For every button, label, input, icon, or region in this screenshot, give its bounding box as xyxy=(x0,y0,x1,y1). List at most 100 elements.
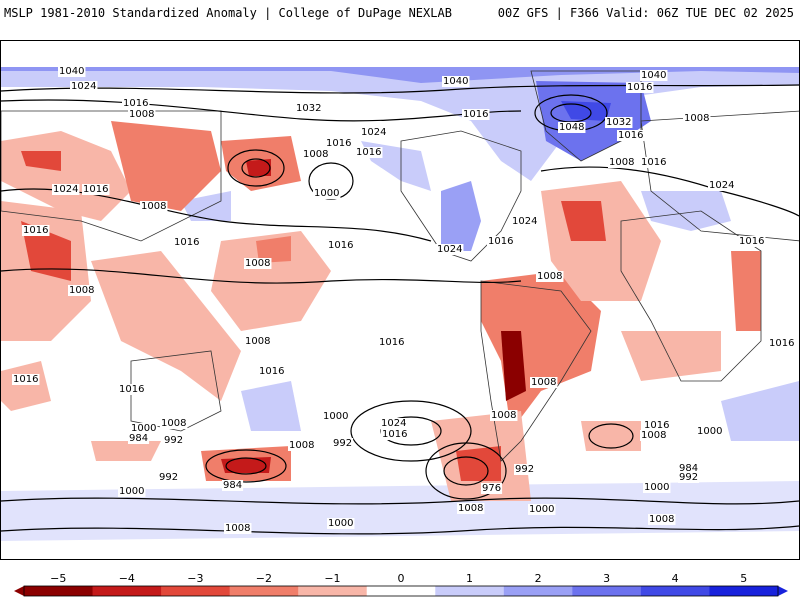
indian-ocean-positive xyxy=(721,381,799,441)
contour-label-bg xyxy=(128,433,150,444)
contour-label: 1008 xyxy=(537,271,562,282)
contour-label: 1016 xyxy=(23,225,48,236)
contour-label: 984 xyxy=(679,463,698,474)
contour-label: 1016 xyxy=(356,147,381,158)
east-africa-negative xyxy=(731,251,761,331)
south-america-outline xyxy=(480,280,592,462)
contour-label: 1024 xyxy=(71,81,96,92)
contour-label: 1008 xyxy=(531,377,556,388)
contour-label: 1000 xyxy=(529,504,554,515)
contour-label: 1000 xyxy=(323,411,348,422)
contour-label-bg xyxy=(708,180,736,191)
contour-label-bg xyxy=(322,411,350,422)
southern-ocean-positive xyxy=(1,481,799,541)
contour-label: 1016 xyxy=(463,109,488,120)
contour-label-bg xyxy=(52,184,80,195)
contour-label: 1032 xyxy=(606,117,631,128)
indian-ocean-negative xyxy=(1,361,51,411)
north-america-positive xyxy=(441,181,481,251)
colorbar-swatch xyxy=(709,586,779,596)
contour-label: 1000 xyxy=(131,423,156,434)
contour-label: 1024 xyxy=(361,127,386,138)
contour-label-bg xyxy=(130,423,158,434)
contour-label-bg xyxy=(648,514,676,525)
contour-label: 1016 xyxy=(379,337,404,348)
contour-label-bg xyxy=(327,518,355,529)
contour-label-bg xyxy=(58,66,86,77)
contour-label: 1008 xyxy=(684,113,709,124)
contour-label: 992 xyxy=(159,472,178,483)
north-america-outline xyxy=(400,130,522,262)
colorbar-swatch xyxy=(92,586,162,596)
contour-label-bg xyxy=(640,70,668,81)
contour-label-bg xyxy=(381,429,409,440)
contour-label-bg xyxy=(678,472,700,483)
colorbar-tick-label: 4 xyxy=(672,572,679,585)
colorbar-tick-label: 5 xyxy=(740,572,747,585)
contour-label-bg xyxy=(462,109,490,120)
model-run-valid-time: 00Z GFS | F366 Valid: 06Z TUE DEC 02 202… xyxy=(497,6,794,20)
colorbar-tick-label: −5 xyxy=(50,572,66,585)
contour-label: 1016 xyxy=(627,82,652,93)
contour-label-bg xyxy=(490,410,518,421)
contour-label-bg xyxy=(678,463,700,474)
contour-label-bg xyxy=(617,130,645,141)
contour-label-bg xyxy=(442,76,470,87)
contour-label-bg xyxy=(558,122,586,133)
contour-label: 1016 xyxy=(328,240,353,251)
contour-label: 992 xyxy=(164,435,183,446)
contour-label-bg xyxy=(643,420,671,431)
contour-label-bg xyxy=(436,244,464,255)
contour-label: 1008 xyxy=(141,201,166,212)
southern-pacific-core xyxy=(221,457,271,473)
contour-label: 1008 xyxy=(245,336,270,347)
contour-label-bg xyxy=(158,472,180,483)
colorbar-tick-label: 1 xyxy=(466,572,473,585)
colorbar-ticks: −5 −4 −3 −2 −1 0 1 2 3 4 5 xyxy=(50,572,747,585)
greenland-positive xyxy=(536,81,651,161)
contour-label-bg xyxy=(118,486,146,497)
contour-label-bg xyxy=(160,418,188,429)
contour-label-bg xyxy=(683,113,711,124)
contour-label-bg xyxy=(626,82,654,93)
colorbar-swatch xyxy=(229,586,299,596)
andes-core xyxy=(501,331,526,401)
contour-label-bg xyxy=(457,503,485,514)
contour-label: 1008 xyxy=(225,523,250,534)
colorbar-swatch xyxy=(572,586,642,596)
contour-label: 992 xyxy=(333,438,352,449)
contour-label: 992 xyxy=(515,464,534,475)
contour-label: 1016 xyxy=(644,420,669,431)
map-title: MSLP 1981-2010 Standardized Anomaly | Co… xyxy=(4,6,452,20)
isobar-1000 xyxy=(1,525,799,535)
australia-south-negative xyxy=(91,441,161,461)
contour-label-bg xyxy=(122,98,150,109)
contour-label-bg xyxy=(487,236,515,247)
colorbar-tick-label: 3 xyxy=(603,572,610,585)
contour-label: 1016 xyxy=(119,384,144,395)
map-canvas: 1040 1024 1016 1008 1032 1016 1040 1040 … xyxy=(1,66,799,541)
central-pacific-mid xyxy=(256,236,291,263)
contour-label-bg xyxy=(360,127,388,138)
contour-labels: 1040 1024 1016 1008 1032 1016 1040 1040 … xyxy=(12,66,796,534)
low-southern-pacific xyxy=(205,449,287,483)
contour-label: 1016 xyxy=(174,237,199,248)
contour-label-bg xyxy=(738,236,766,247)
contour-label: 1000 xyxy=(328,518,353,529)
colorbar-left-arrow xyxy=(14,586,24,596)
contour-label-bg xyxy=(258,366,286,377)
contour-label-bg xyxy=(640,157,668,168)
colorbar-legend: −5 −4 −3 −2 −1 0 1 2 3 4 5 xyxy=(14,566,788,600)
contour-label-bg xyxy=(244,258,272,269)
contour-label: 1008 xyxy=(69,285,94,296)
contour-label: 1016 xyxy=(488,236,513,247)
contour-label-bg xyxy=(222,480,244,491)
contour-label-bg xyxy=(224,523,252,534)
colorbar-tick-label: −4 xyxy=(119,572,135,585)
contour-label: 1040 xyxy=(443,76,468,87)
contour-label-bg xyxy=(118,384,146,395)
contour-label-bg xyxy=(327,240,355,251)
greenland-outline xyxy=(530,70,642,162)
contour-label: 1016 xyxy=(618,130,643,141)
colorbar-swatch xyxy=(298,586,368,596)
